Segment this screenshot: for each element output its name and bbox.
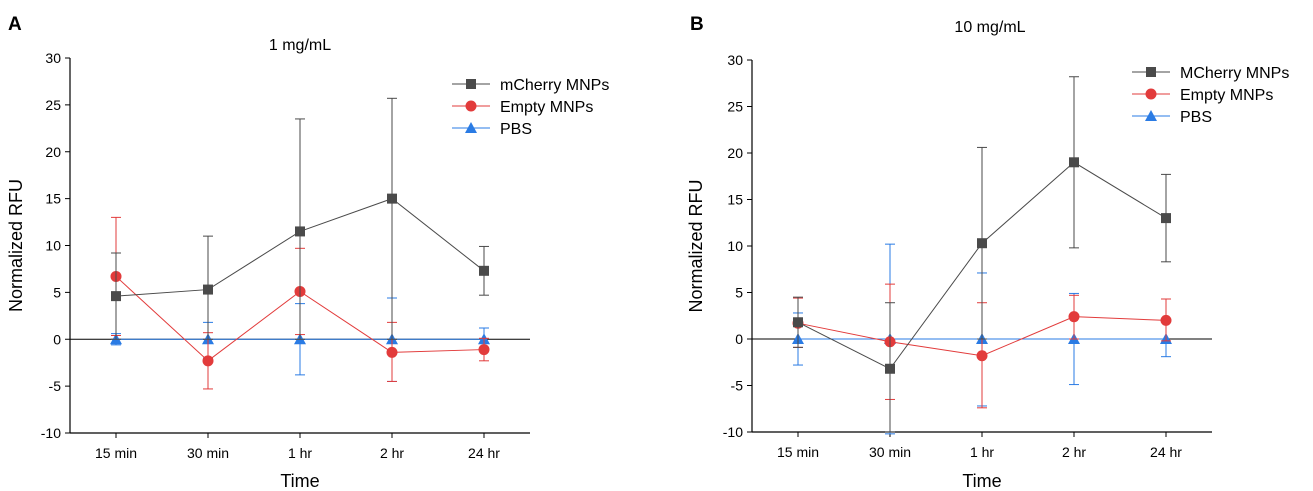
- y-tick-label: 25: [45, 97, 61, 113]
- y-tick-label: -5: [731, 378, 744, 394]
- legend-label: Empty MNPs: [1180, 87, 1273, 104]
- y-tick-label: 5: [53, 284, 61, 300]
- data-point: [111, 291, 121, 302]
- y-axis-label: Normalized RFU: [686, 179, 706, 312]
- x-axis-label: Time: [280, 471, 319, 491]
- x-tick-label: 2 hr: [380, 445, 404, 461]
- x-tick-label: 24 hr: [1150, 444, 1182, 460]
- panel-a: A 1 mg/mL -10 -5 0 5 10 15 20 25 30 15 min 30 min 1 h…: [6, 14, 609, 491]
- chart-title: 1 mg/mL: [269, 37, 331, 54]
- series-square: [793, 76, 1171, 433]
- x-tick-label: 1 hr: [970, 444, 994, 460]
- y-axis-label: Normalized RFU: [6, 179, 26, 312]
- x-axis-label: Time: [962, 471, 1001, 491]
- data-point: [203, 284, 213, 295]
- legend-marker: [1145, 88, 1157, 100]
- panel-label: B: [690, 14, 704, 35]
- legend-marker: [466, 79, 476, 89]
- data-point: [478, 344, 490, 356]
- data-point: [976, 350, 988, 362]
- y-tick-label: 5: [735, 285, 743, 301]
- data-point: [977, 238, 987, 249]
- data-point: [1161, 213, 1171, 224]
- data-point: [479, 265, 489, 276]
- legend-marker: [1145, 110, 1157, 121]
- x-tick-label: 15 min: [777, 444, 819, 460]
- legend-marker: [465, 122, 477, 133]
- y-tick-label: 0: [53, 331, 61, 347]
- chart-title: 10 mg/mL: [954, 19, 1025, 36]
- data-point: [295, 226, 305, 237]
- legend: MCherry MNPs Empty MNPs PBS: [1132, 65, 1289, 126]
- legend-label: MCherry MNPs: [1180, 65, 1289, 82]
- series-square: [111, 97, 489, 340]
- y-tick-label: 25: [727, 99, 743, 115]
- legend-label: Empty MNPs: [500, 99, 593, 116]
- x-tick-label: 24 hr: [468, 445, 500, 461]
- legend-marker: [465, 100, 477, 112]
- y-tick-label: 10: [45, 238, 61, 254]
- y-tick-label: -5: [49, 378, 62, 394]
- y-tick-label: 10: [727, 238, 743, 254]
- y-tick-label: 30: [727, 52, 743, 68]
- legend-label: PBS: [500, 121, 532, 138]
- y-tick-label: -10: [41, 425, 61, 441]
- panel-label: A: [8, 14, 22, 35]
- panel-b: B 10 mg/mL -10 -5 0 5 10 15 20 25 30 15 min 30 min 1 …: [686, 14, 1289, 491]
- y-tick-label: 20: [45, 144, 61, 160]
- y-tick-label: -10: [723, 424, 743, 440]
- x-tick-label: 30 min: [869, 444, 911, 460]
- data-point: [386, 346, 398, 358]
- y-tick-label: 0: [735, 331, 743, 347]
- legend-label: mCherry MNPs: [500, 77, 609, 94]
- legend: mCherry MNPs Empty MNPs PBS: [452, 77, 609, 138]
- data-point: [387, 193, 397, 204]
- y-tick-label: 15: [45, 191, 61, 207]
- x-tick-label: 15 min: [95, 445, 137, 461]
- y-tick-label: 15: [727, 192, 743, 208]
- x-tick-label: 30 min: [187, 445, 229, 461]
- y-tick-label: 30: [45, 50, 61, 66]
- x-tick-label: 1 hr: [288, 445, 312, 461]
- y-tick-label: 20: [727, 145, 743, 161]
- data-point: [793, 317, 803, 328]
- data-point: [202, 355, 214, 367]
- data-point: [1068, 311, 1080, 323]
- data-point: [1160, 314, 1172, 326]
- x-tick-label: 2 hr: [1062, 444, 1086, 460]
- legend-label: PBS: [1180, 109, 1212, 126]
- data-point: [1069, 157, 1079, 168]
- legend-marker: [1146, 67, 1156, 77]
- data-point: [885, 363, 895, 374]
